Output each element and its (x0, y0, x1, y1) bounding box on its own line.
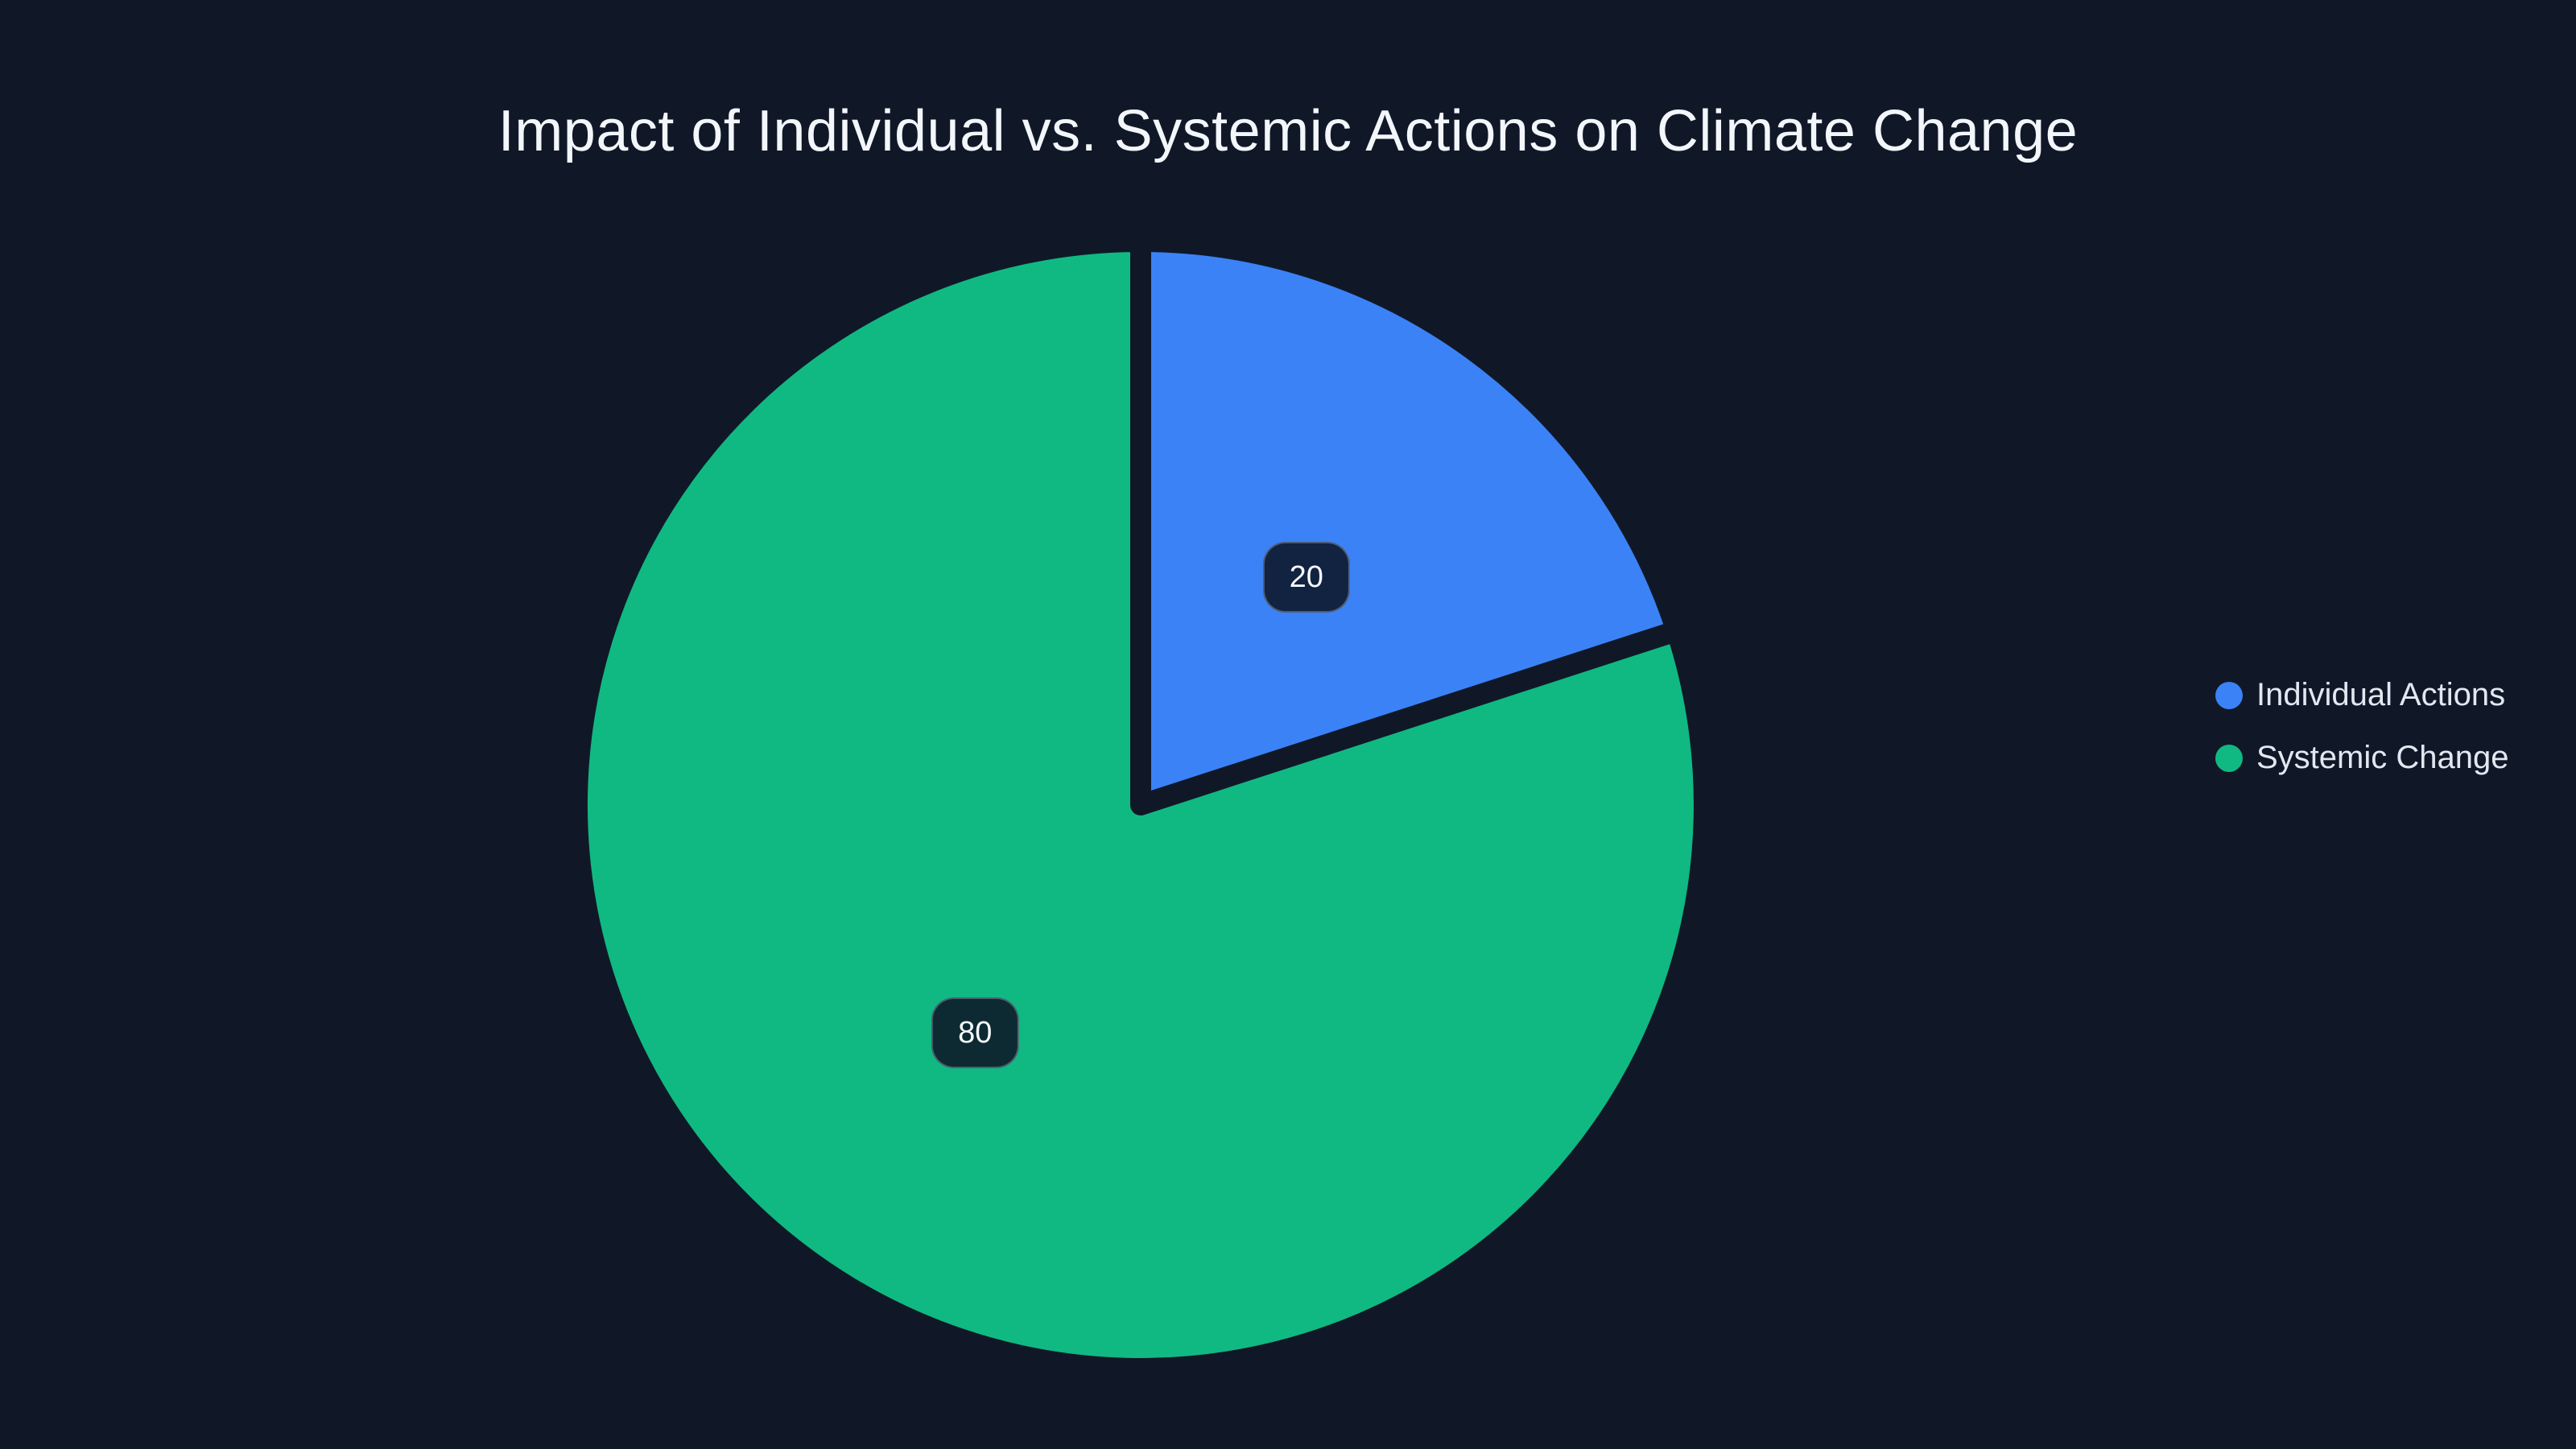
legend: Individual Actions Systemic Change (2215, 677, 2508, 776)
legend-swatch-systemic-change-icon (2215, 744, 2243, 772)
slice-value-label-systemic-change: 80 (931, 997, 1019, 1069)
legend-item-individual-actions[interactable]: Individual Actions (2215, 677, 2508, 713)
legend-label-systemic-change: Systemic Change (2256, 740, 2509, 775)
legend-swatch-individual-actions-icon (2215, 681, 2243, 709)
legend-label-individual-actions: Individual Actions (2256, 677, 2506, 712)
legend-item-systemic-change[interactable]: Systemic Change (2215, 740, 2508, 776)
chart-title: Impact of Individual vs. Systemic Action… (497, 99, 2079, 163)
slice-value-label-individual-actions: 20 (1262, 541, 1350, 613)
pie-slice-systemic-change[interactable] (566, 231, 1715, 1379)
